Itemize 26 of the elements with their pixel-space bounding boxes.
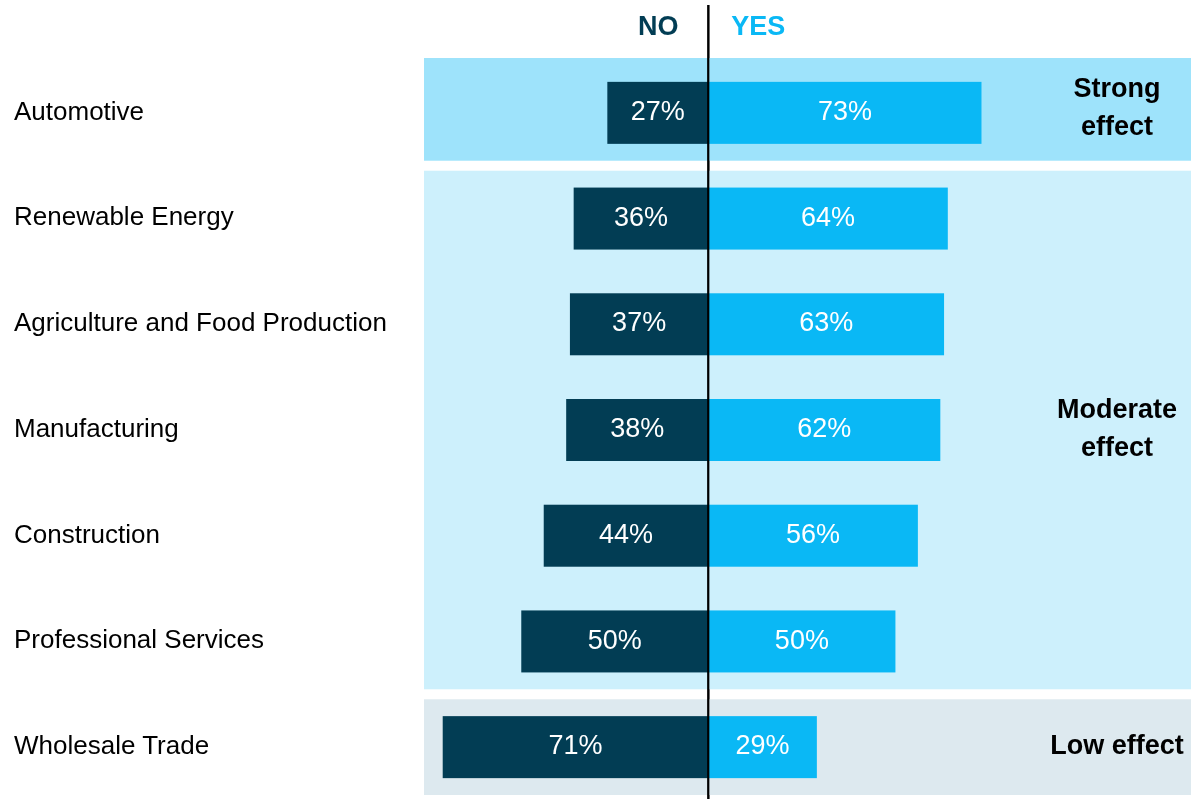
data-label: 37% [612,307,667,338]
data-label: 62% [797,413,852,444]
data-label: 29% [735,730,790,761]
data-label: 50% [587,624,642,655]
data-label: 36% [613,201,669,232]
data-label: 63% [799,307,854,338]
data-label: 56% [786,518,841,549]
band-label: Moderate effect [1056,394,1178,463]
y-tick-label: Manufacturing [14,412,179,443]
y-tick-label: Automotive [14,95,145,126]
y-tick-label: Wholesale Trade [14,730,210,761]
y-tick-label: Agriculture and Food Production [14,307,387,338]
band-label: Strong effect [1073,73,1161,142]
data-label: 27% [630,95,685,126]
data-label: 38% [610,413,665,444]
data-label: 64% [801,201,856,232]
series-label: NO [638,11,679,42]
data-label: 73% [817,95,872,126]
y-tick-label: Professional Services [14,624,264,655]
band-label: Low effect [1050,730,1184,761]
y-tick-label: Renewable Energy [14,201,234,232]
data-label: 44% [599,518,654,549]
data-label: 50% [774,624,829,655]
series-label: YES [731,11,786,42]
y-tick-label: Construction [14,518,160,549]
data-label: 71% [548,730,603,761]
